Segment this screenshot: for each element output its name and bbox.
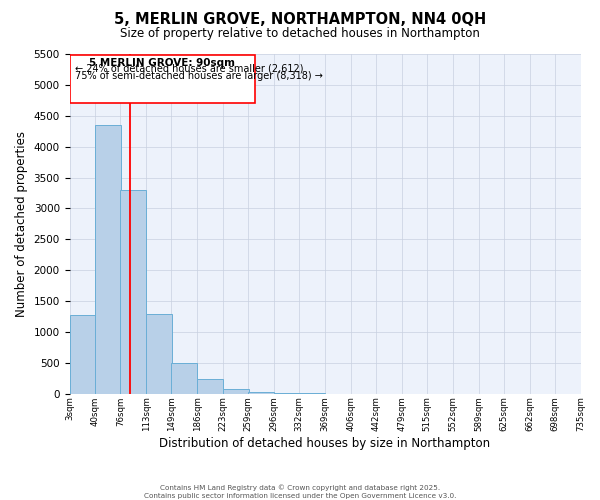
Text: Contains HM Land Registry data © Crown copyright and database right 2025.: Contains HM Land Registry data © Crown c… [160, 484, 440, 491]
Text: 5 MERLIN GROVE: 90sqm: 5 MERLIN GROVE: 90sqm [89, 58, 235, 68]
Text: ← 24% of detached houses are smaller (2,612): ← 24% of detached houses are smaller (2,… [75, 64, 304, 74]
Bar [223, 389, 249, 394]
Bar [197, 379, 223, 394]
Bar [146, 314, 172, 394]
Bar [248, 392, 274, 394]
Bar [70, 54, 254, 104]
Text: 75% of semi-detached houses are larger (8,318) →: 75% of semi-detached houses are larger (… [75, 70, 323, 81]
Bar [274, 393, 300, 394]
Y-axis label: Number of detached properties: Number of detached properties [15, 131, 28, 317]
Bar [70, 316, 95, 394]
X-axis label: Distribution of detached houses by size in Northampton: Distribution of detached houses by size … [160, 437, 491, 450]
Bar [95, 125, 121, 394]
Bar [172, 363, 197, 394]
Text: Size of property relative to detached houses in Northampton: Size of property relative to detached ho… [120, 28, 480, 40]
Text: Contains public sector information licensed under the Open Government Licence v3: Contains public sector information licen… [144, 493, 456, 499]
Text: 5, MERLIN GROVE, NORTHAMPTON, NN4 0QH: 5, MERLIN GROVE, NORTHAMPTON, NN4 0QH [114, 12, 486, 28]
Bar [121, 190, 146, 394]
